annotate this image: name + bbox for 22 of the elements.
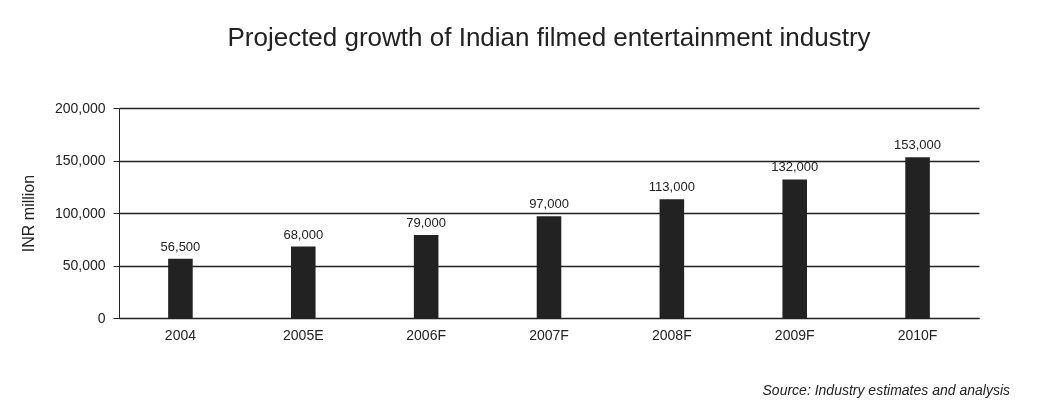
data-label: 113,000 [648, 179, 695, 195]
x-tick-label: 2005E [283, 326, 324, 343]
chart-title: Projected growth of Indian filmed entertainment industry [227, 22, 871, 52]
x-tick-label: 2006F [406, 326, 446, 343]
y-tick-label: 200,000 [54, 99, 106, 116]
y-tick-label: 150,000 [54, 152, 106, 168]
data-label: 56,500 [160, 238, 201, 254]
x-tick-label: 2010F [897, 326, 938, 343]
x-tick-label: 2008F [652, 326, 692, 343]
y-tick-label: 100,000 [54, 204, 106, 221]
x-tick-label: 2009F [774, 326, 815, 343]
source-note: Source: Industry estimates and analysis [762, 382, 1010, 398]
data-label: 68,000 [283, 226, 324, 242]
y-tick-label: 50,000 [62, 257, 106, 273]
y-axis-title: INR million [19, 174, 37, 253]
x-tick-label: 2004 [164, 326, 197, 343]
data-label: 97,000 [529, 196, 569, 212]
data-label: 153,000 [894, 137, 942, 153]
x-tick-label: 2007F [529, 326, 569, 343]
y-tick-label: 0 [97, 309, 106, 326]
data-label: 79,000 [406, 215, 447, 231]
data-label: 132,000 [771, 159, 819, 175]
